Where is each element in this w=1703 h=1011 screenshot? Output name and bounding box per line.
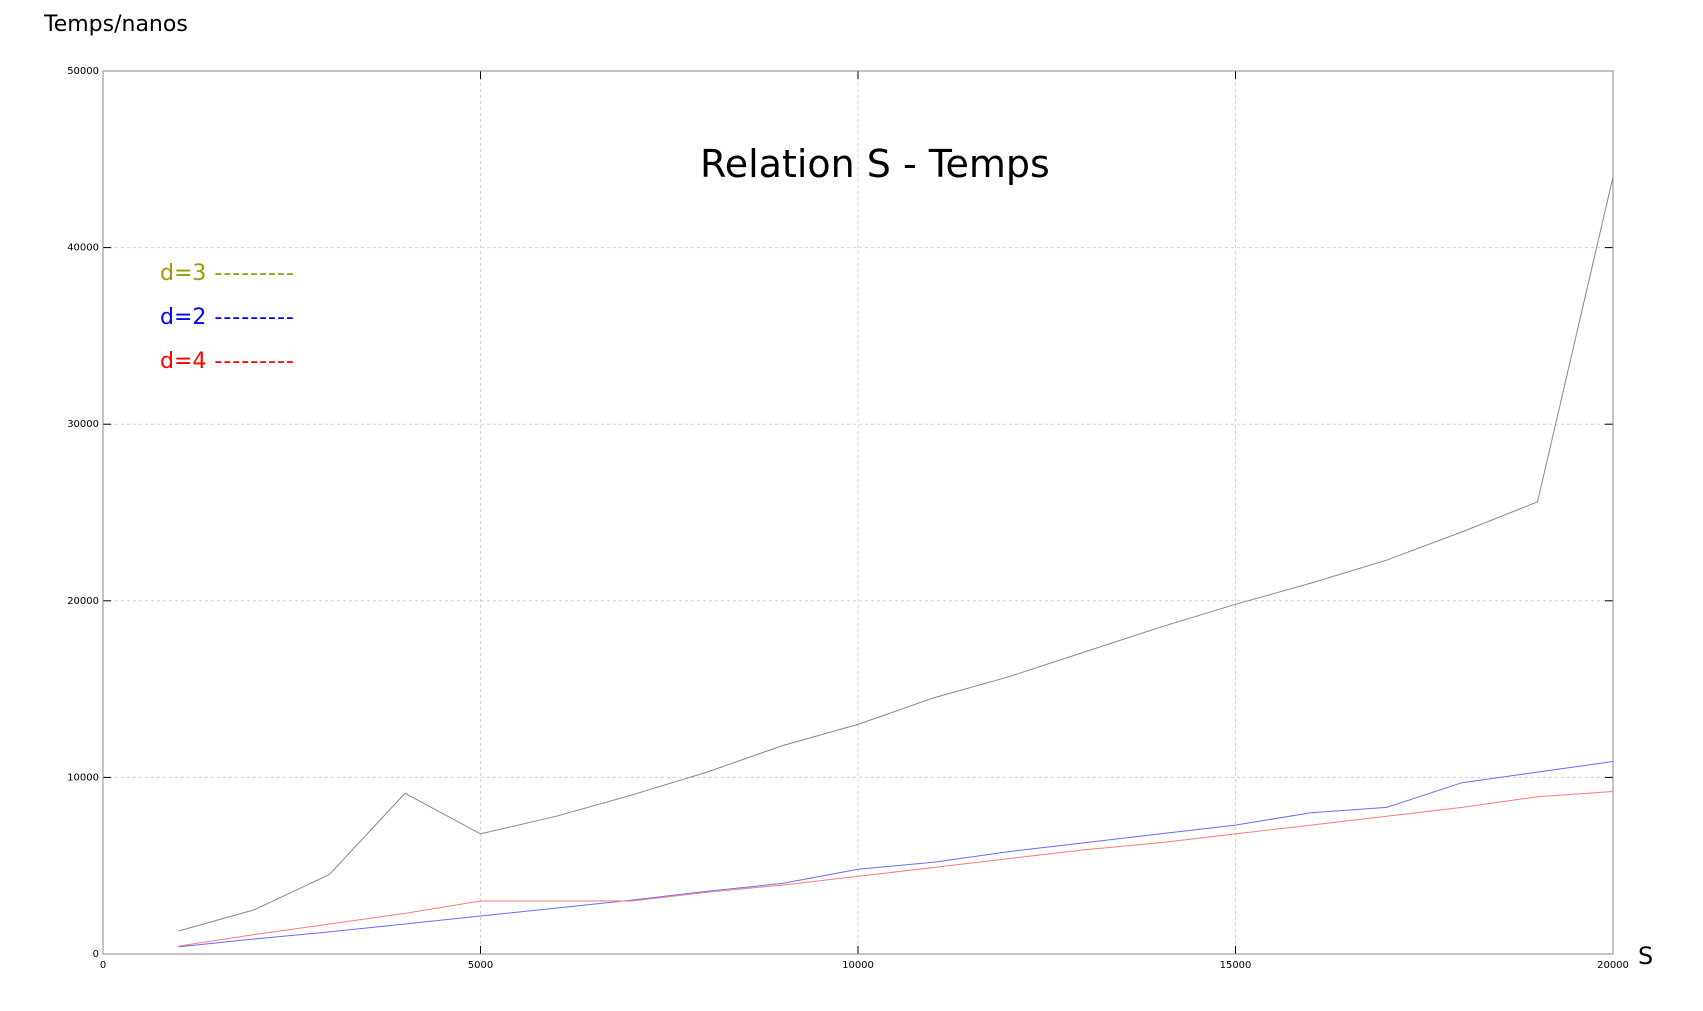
legend-label-d3: d=3 bbox=[160, 261, 207, 286]
legend-dash-d4: --------- bbox=[214, 349, 295, 374]
legend-dash-d2: --------- bbox=[214, 305, 295, 330]
x-tick-label: 0 bbox=[100, 960, 106, 971]
y-tick-label: 0 bbox=[93, 949, 99, 960]
y-tick-label: 40000 bbox=[67, 243, 99, 254]
legend-item-d2: d=2 --------- bbox=[160, 304, 295, 348]
plot-frame bbox=[102, 70, 1614, 955]
y-axis-label: Temps/nanos bbox=[44, 12, 188, 37]
chart-title: Relation S - Temps bbox=[700, 142, 1050, 186]
y-tick-label: 10000 bbox=[67, 772, 99, 783]
series-line-1 bbox=[178, 761, 1614, 948]
legend: d=3 --------- d=2 --------- d=4 --------- bbox=[160, 260, 295, 392]
series-line-2 bbox=[178, 791, 1614, 947]
legend-item-d3: d=3 --------- bbox=[160, 260, 295, 304]
x-axis-label: S bbox=[1638, 942, 1654, 970]
y-tick-label: 20000 bbox=[67, 596, 99, 607]
x-tick-label: 10000 bbox=[842, 960, 874, 971]
legend-dash-d3: --------- bbox=[214, 261, 295, 286]
y-tick-label: 30000 bbox=[67, 419, 99, 430]
x-tick-label: 20000 bbox=[1597, 960, 1629, 971]
legend-label-d4: d=4 bbox=[160, 349, 207, 374]
legend-label-d2: d=2 bbox=[160, 305, 207, 330]
x-tick-label: 15000 bbox=[1220, 960, 1252, 971]
series-line-0 bbox=[178, 176, 1614, 932]
x-tick-label: 5000 bbox=[468, 960, 493, 971]
legend-item-d4: d=4 --------- bbox=[160, 348, 295, 392]
y-tick-label: 50000 bbox=[67, 66, 99, 77]
